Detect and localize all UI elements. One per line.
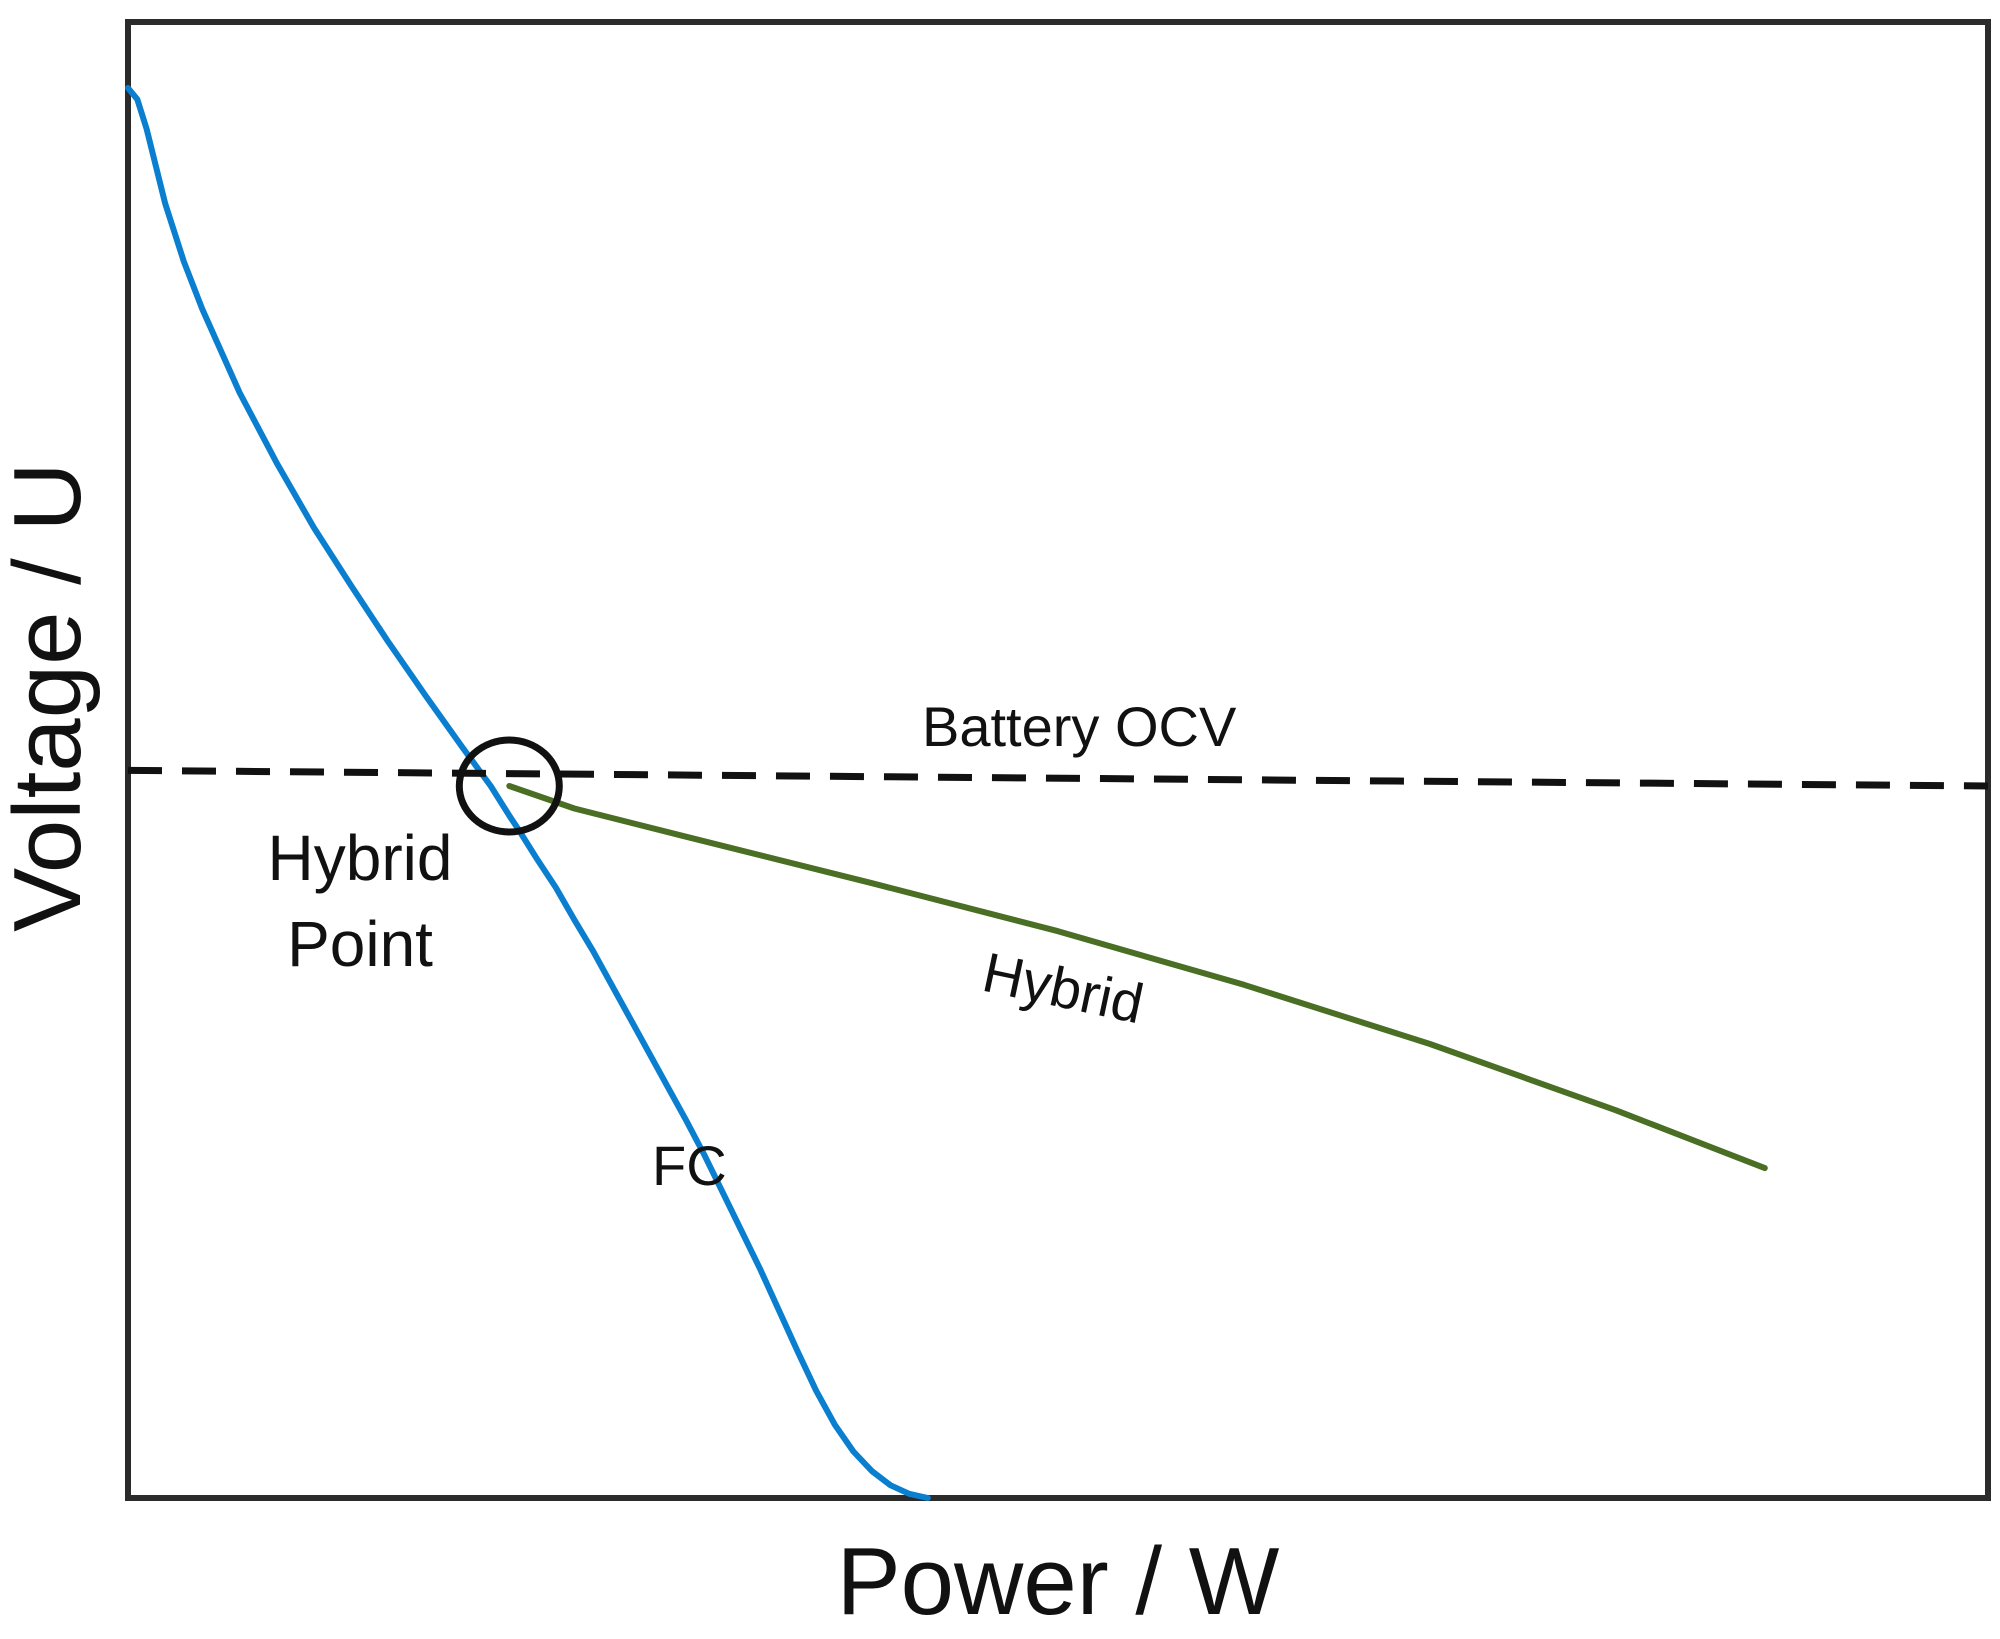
hybrid-point-label-line2: Point: [287, 908, 433, 980]
series-label-fc: FC: [652, 1134, 727, 1197]
hybrid-point-marker: [455, 736, 563, 836]
hybrid-point-label-line1: Hybrid: [268, 822, 453, 894]
y-axis-label: Voltage / U: [0, 462, 101, 932]
series-line-battery-ocv: [127, 766, 1989, 790]
series-label-battery-ocv: Battery OCV: [922, 695, 1237, 758]
plot-frame: [125, 19, 1991, 1501]
series-line-hybrid: [506, 783, 1768, 1172]
series-layer: [125, 85, 1989, 1501]
x-axis-label: Power / W: [837, 1528, 1280, 1635]
series-label-hybrid: Hybrid: [978, 940, 1149, 1035]
series-line-fc: [125, 85, 931, 1501]
